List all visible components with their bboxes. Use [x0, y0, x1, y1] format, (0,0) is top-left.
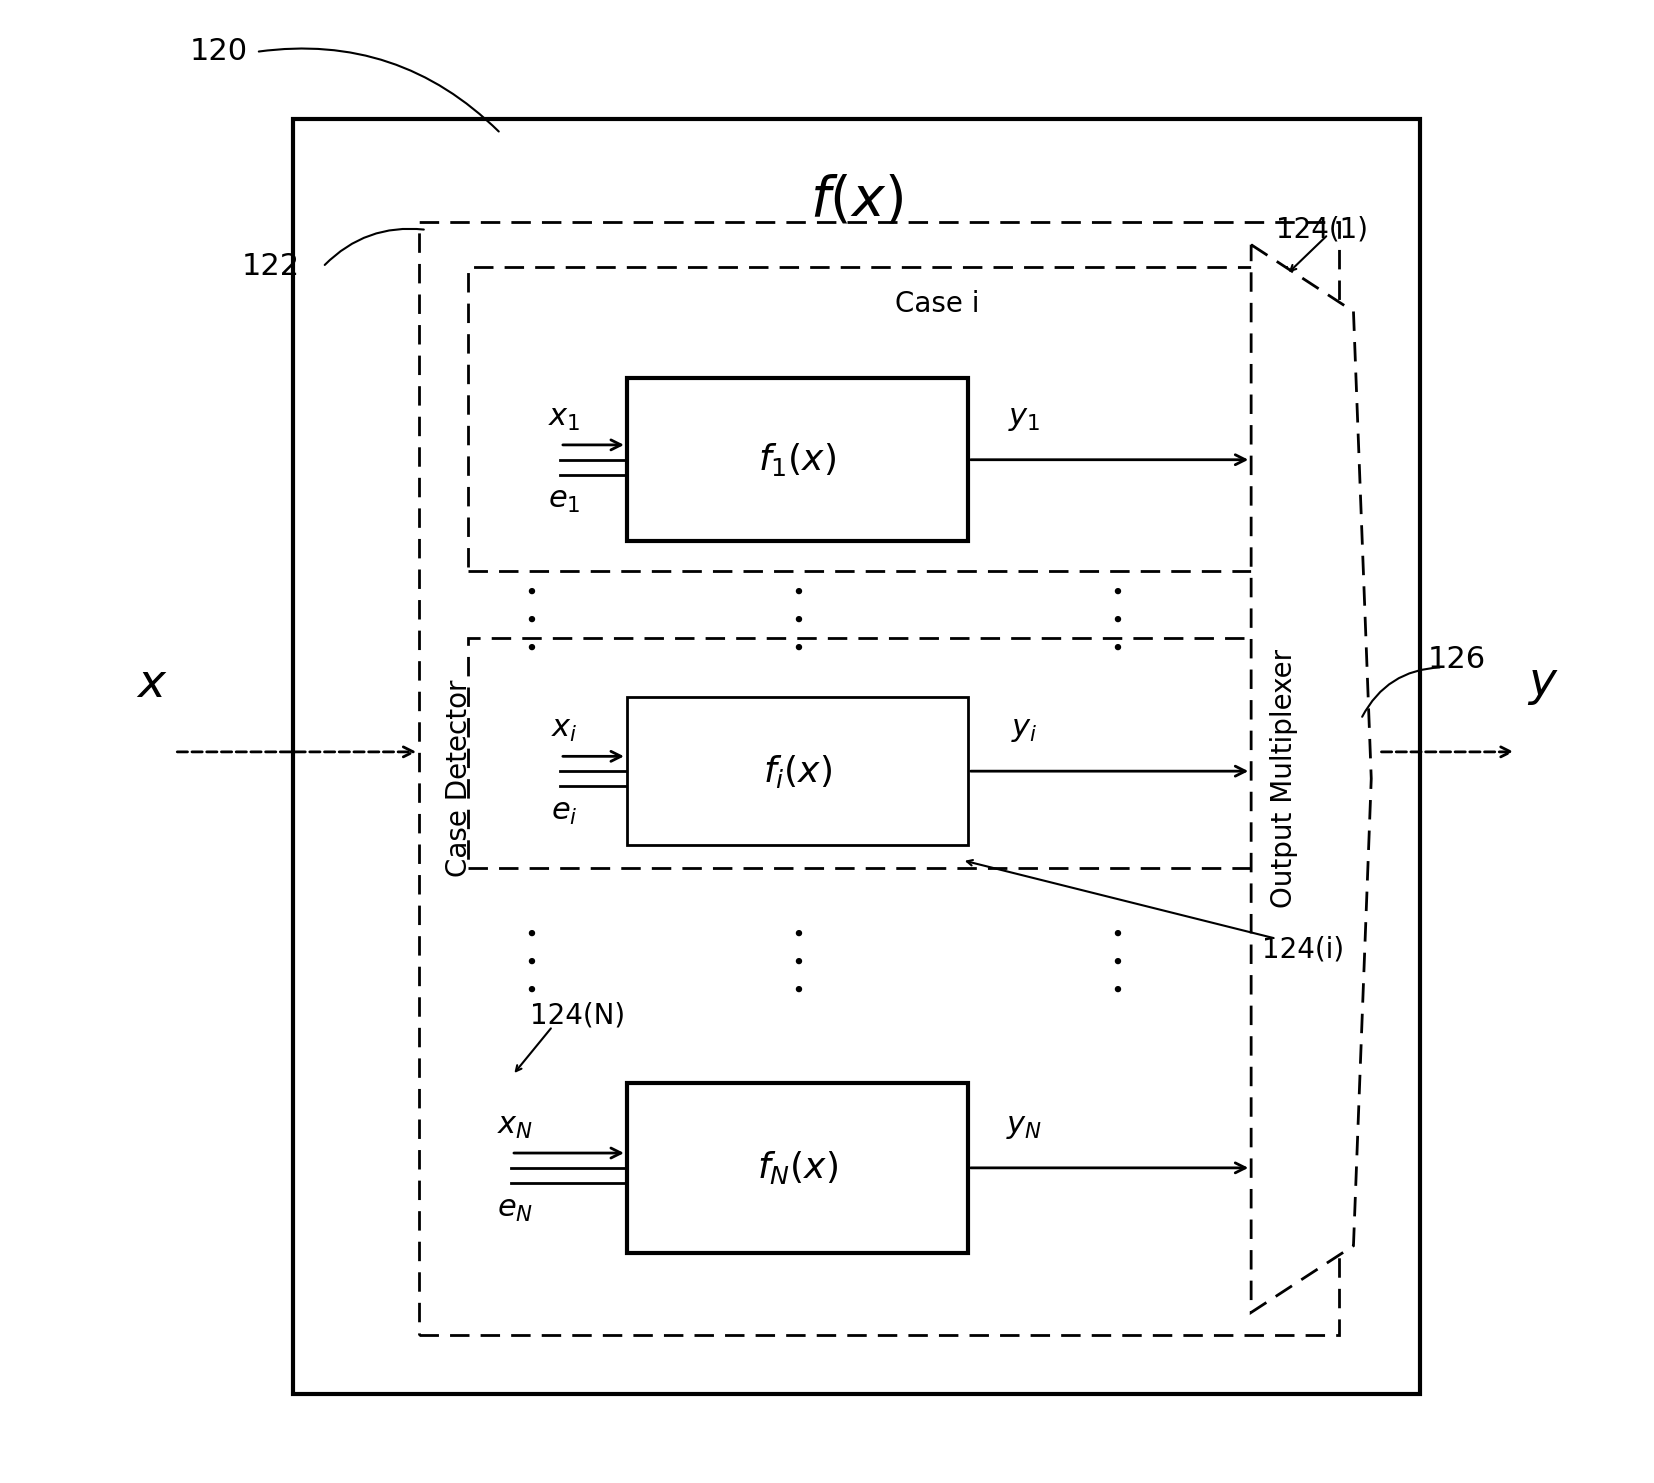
Text: 124(N): 124(N): [531, 1003, 625, 1029]
Text: Case i: Case i: [895, 291, 979, 317]
Text: $y_1$: $y_1$: [1007, 403, 1040, 433]
Text: $e_1$: $e_1$: [549, 486, 581, 516]
Text: $\bullet$
$\bullet$
$\bullet$: $\bullet$ $\bullet$ $\bullet$: [524, 922, 536, 998]
Text: $y_i$: $y_i$: [1011, 715, 1037, 744]
Bar: [627, 378, 968, 541]
Text: 120: 120: [189, 37, 248, 67]
Text: $f_i(x)$: $f_i(x)$: [762, 753, 832, 789]
Text: $\bullet$
$\bullet$
$\bullet$: $\bullet$ $\bullet$ $\bullet$: [1110, 922, 1123, 998]
Text: $\bullet$
$\bullet$
$\bullet$: $\bullet$ $\bullet$ $\bullet$: [791, 581, 804, 657]
Bar: [293, 119, 1421, 1394]
Bar: [627, 1083, 968, 1253]
Text: $e_i$: $e_i$: [551, 798, 577, 828]
Text: $x_N$: $x_N$: [498, 1112, 534, 1142]
Bar: [468, 267, 1292, 571]
Text: $\bullet$
$\bullet$
$\bullet$: $\bullet$ $\bullet$ $\bullet$: [791, 922, 804, 998]
Bar: [418, 222, 1338, 1335]
Text: $x_1$: $x_1$: [547, 403, 581, 433]
Text: 122: 122: [241, 252, 299, 282]
Text: $f_1(x)$: $f_1(x)$: [758, 442, 837, 478]
Text: $e_N$: $e_N$: [498, 1195, 534, 1223]
Text: 124(i): 124(i): [1262, 936, 1343, 962]
Bar: [627, 697, 968, 845]
Text: $y_N$: $y_N$: [1006, 1112, 1042, 1142]
Text: $\bullet$
$\bullet$
$\bullet$: $\bullet$ $\bullet$ $\bullet$: [1110, 581, 1123, 657]
Polygon shape: [1250, 245, 1371, 1312]
Text: $f_N(x)$: $f_N(x)$: [758, 1149, 839, 1186]
Text: 126: 126: [1427, 645, 1485, 675]
Bar: [468, 638, 1292, 868]
Text: 124(1): 124(1): [1277, 217, 1368, 243]
Text: Output Multiplexer: Output Multiplexer: [1270, 650, 1298, 908]
Text: $x_i$: $x_i$: [551, 715, 577, 744]
Text: $y$: $y$: [1527, 663, 1558, 707]
Text: Case Detector: Case Detector: [445, 679, 473, 878]
Text: $x$: $x$: [136, 663, 169, 707]
Text: $\bullet$
$\bullet$
$\bullet$: $\bullet$ $\bullet$ $\bullet$: [524, 581, 536, 657]
Text: $f(x)$: $f(x)$: [810, 174, 903, 227]
